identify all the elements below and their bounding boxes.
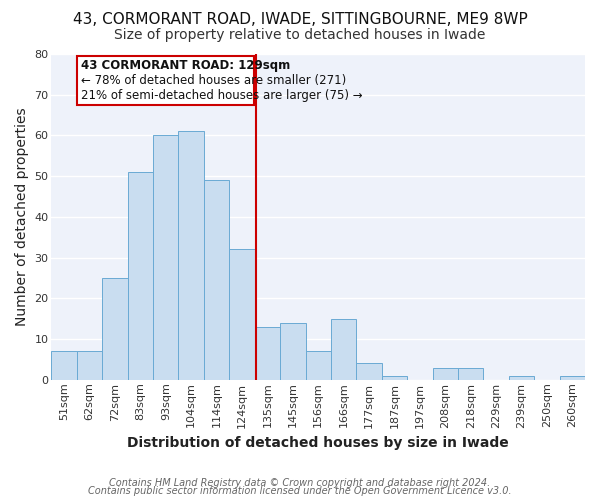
Text: 43, CORMORANT ROAD, IWADE, SITTINGBOURNE, ME9 8WP: 43, CORMORANT ROAD, IWADE, SITTINGBOURNE… xyxy=(73,12,527,28)
Bar xyxy=(305,352,331,380)
Text: Size of property relative to detached houses in Iwade: Size of property relative to detached ho… xyxy=(115,28,485,42)
Bar xyxy=(52,352,77,380)
Bar xyxy=(204,180,229,380)
Bar xyxy=(128,172,153,380)
Bar xyxy=(77,352,102,380)
Text: 21% of semi-detached houses are larger (75) →: 21% of semi-detached houses are larger (… xyxy=(81,88,363,102)
Bar xyxy=(280,323,305,380)
Bar xyxy=(382,376,407,380)
Bar xyxy=(102,278,128,380)
Bar xyxy=(331,318,356,380)
Text: Contains public sector information licensed under the Open Government Licence v3: Contains public sector information licen… xyxy=(88,486,512,496)
Bar xyxy=(229,250,255,380)
FancyBboxPatch shape xyxy=(77,56,254,105)
Bar xyxy=(509,376,534,380)
Text: Contains HM Land Registry data © Crown copyright and database right 2024.: Contains HM Land Registry data © Crown c… xyxy=(109,478,491,488)
Bar xyxy=(178,132,204,380)
Bar xyxy=(433,368,458,380)
Text: 43 CORMORANT ROAD: 129sqm: 43 CORMORANT ROAD: 129sqm xyxy=(81,60,290,72)
Bar xyxy=(153,136,178,380)
Bar xyxy=(255,327,280,380)
Bar xyxy=(356,364,382,380)
Bar xyxy=(560,376,585,380)
Bar xyxy=(458,368,484,380)
X-axis label: Distribution of detached houses by size in Iwade: Distribution of detached houses by size … xyxy=(127,436,509,450)
Text: ← 78% of detached houses are smaller (271): ← 78% of detached houses are smaller (27… xyxy=(81,74,346,88)
Y-axis label: Number of detached properties: Number of detached properties xyxy=(15,108,29,326)
